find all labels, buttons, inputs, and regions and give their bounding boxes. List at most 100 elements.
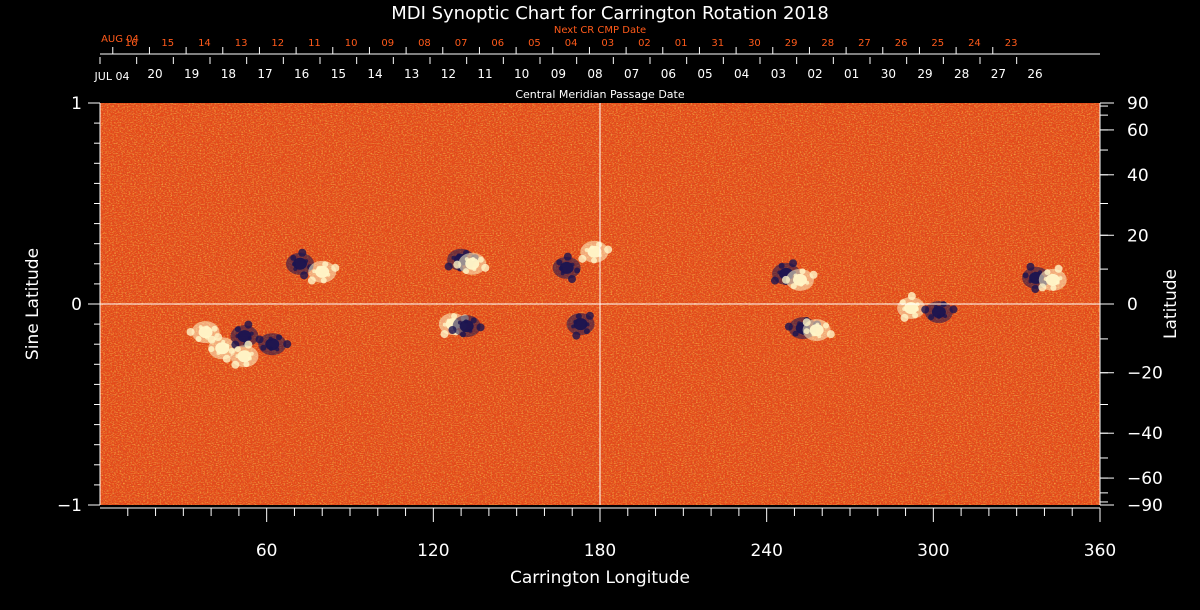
region-fleck: [312, 269, 317, 274]
region-fleck: [575, 313, 582, 320]
region-fleck: [574, 267, 581, 274]
left-tick-label: 1: [71, 94, 82, 114]
region-fleck: [456, 253, 461, 258]
region-fleck: [1044, 269, 1051, 276]
cmp-date-label: 29: [917, 67, 932, 81]
next-cr-date-label: 26: [895, 38, 908, 49]
magnetic-region-positive: [802, 318, 835, 342]
region-fleck: [803, 328, 810, 335]
region-fleck: [225, 343, 230, 348]
region-fleck: [560, 271, 565, 276]
region-fleck: [463, 319, 468, 324]
x-tick-label: 120: [417, 541, 449, 561]
region-fleck: [198, 325, 203, 330]
region-fleck: [307, 276, 316, 285]
left-y-axis-label: Sine Latitude: [23, 248, 43, 360]
next-cr-date-label: 31: [711, 38, 724, 49]
region-fleck: [585, 311, 594, 320]
region-fleck: [292, 262, 297, 267]
region-fleck: [283, 340, 292, 349]
region-core: [904, 302, 919, 315]
region-fleck: [793, 273, 798, 278]
region-fleck: [249, 351, 254, 356]
region-fleck: [477, 256, 484, 263]
next-cr-date-label: 27: [858, 38, 871, 49]
right-tick-label: 60: [1127, 121, 1149, 141]
region-core: [931, 306, 946, 319]
region-core: [465, 257, 480, 270]
next-cr-date-label: 25: [931, 38, 944, 49]
next-cr-date-label: 16: [125, 38, 138, 49]
next-cr-date-label: 28: [821, 38, 834, 49]
x-tick-label: 240: [750, 541, 782, 561]
next-cr-date-label: 13: [235, 38, 248, 49]
magnetic-region-positive: [230, 340, 259, 369]
region-fleck: [799, 268, 806, 275]
next-cr-date-label: 12: [271, 38, 284, 49]
cmp-date-label: 09: [551, 67, 566, 81]
cmp-date-label: 10: [514, 67, 529, 81]
cmp-date-label: 28: [954, 67, 969, 81]
cmp-date-label: 12: [441, 67, 456, 81]
cmp-date-label: 02: [807, 67, 822, 81]
region-fleck: [572, 331, 581, 340]
region-fleck: [822, 322, 829, 329]
cmp-axis-label: Central Meridian Passage Date: [515, 88, 684, 101]
region-fleck: [571, 324, 576, 329]
cmp-date-label: 16: [294, 67, 309, 81]
region-fleck: [596, 241, 603, 248]
magnetic-region-negative: [230, 320, 259, 349]
region-fleck: [809, 270, 818, 279]
cmp-date-label: 20: [147, 67, 162, 81]
right-tick-label: −20: [1127, 364, 1163, 384]
region-fleck: [446, 318, 451, 323]
region-fleck: [268, 336, 273, 341]
region-fleck: [584, 248, 589, 253]
region-fleck: [448, 326, 457, 335]
region-fleck: [826, 330, 835, 339]
region-fleck: [457, 320, 462, 325]
x-axis: 60 120 180 240 300 360 Carrington Longitude: [100, 507, 1116, 588]
region-fleck: [907, 292, 916, 301]
magnetic-region-negative: [552, 252, 581, 284]
next-cr-date-label: 11: [308, 38, 321, 49]
region-fleck: [464, 257, 469, 262]
region-core: [237, 350, 252, 363]
right-tick-label: 20: [1127, 226, 1149, 246]
region-fleck: [914, 307, 919, 312]
magnetic-region-negative: [448, 315, 485, 338]
region-fleck: [1022, 272, 1029, 279]
next-cr-date-label: 09: [381, 38, 394, 49]
right-tick-label: 90: [1127, 94, 1149, 114]
region-fleck: [204, 325, 209, 330]
region-fleck: [451, 255, 456, 260]
region-fleck: [235, 354, 240, 359]
region-fleck: [316, 265, 321, 270]
region-fleck: [331, 263, 340, 272]
magnetic-region-positive: [453, 252, 490, 275]
region-fleck: [453, 260, 462, 269]
region-core: [198, 326, 213, 339]
right-tick-label: −90: [1127, 496, 1163, 516]
region-fleck: [293, 266, 298, 271]
next-cr-date-label: 30: [748, 38, 761, 49]
region-fleck: [1055, 280, 1060, 285]
region-fleck: [322, 261, 329, 268]
region-fleck: [260, 344, 267, 351]
region-core: [265, 338, 280, 351]
region-fleck: [782, 275, 791, 284]
region-fleck: [1050, 284, 1057, 291]
region-fleck: [558, 266, 563, 271]
region-fleck: [578, 254, 587, 263]
region-fleck: [817, 334, 822, 339]
region-fleck: [1058, 276, 1063, 281]
cmp-date-label: 07: [624, 67, 639, 81]
right-y-axis: 90 60 40 20 0 −20 −40 −60 −90 Latitude: [1099, 94, 1181, 516]
cmp-date-label: 26: [1027, 67, 1042, 81]
right-tick-label: 40: [1127, 166, 1149, 186]
cmp-date-label: 04: [734, 67, 749, 81]
region-fleck: [481, 263, 490, 272]
region-fleck: [815, 322, 820, 327]
region-fleck: [255, 335, 264, 344]
x-tick-label: 300: [917, 541, 949, 561]
